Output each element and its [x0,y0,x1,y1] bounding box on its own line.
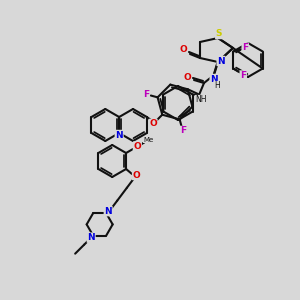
Text: N: N [115,130,123,140]
Text: F: F [240,71,246,80]
Text: F: F [143,90,149,99]
Text: N: N [104,207,112,216]
Text: F: F [242,43,248,52]
Text: NH: NH [195,95,207,104]
Text: N: N [87,233,95,242]
Text: H: H [214,82,220,91]
Text: O: O [149,119,157,128]
Text: O: O [133,170,140,179]
Text: S: S [216,29,222,38]
Text: O: O [183,73,191,82]
Text: N: N [217,56,225,65]
Text: N: N [210,74,218,83]
Text: F: F [180,127,186,136]
Text: O: O [134,142,141,151]
Text: Me: Me [143,137,154,143]
Text: O: O [179,46,187,55]
